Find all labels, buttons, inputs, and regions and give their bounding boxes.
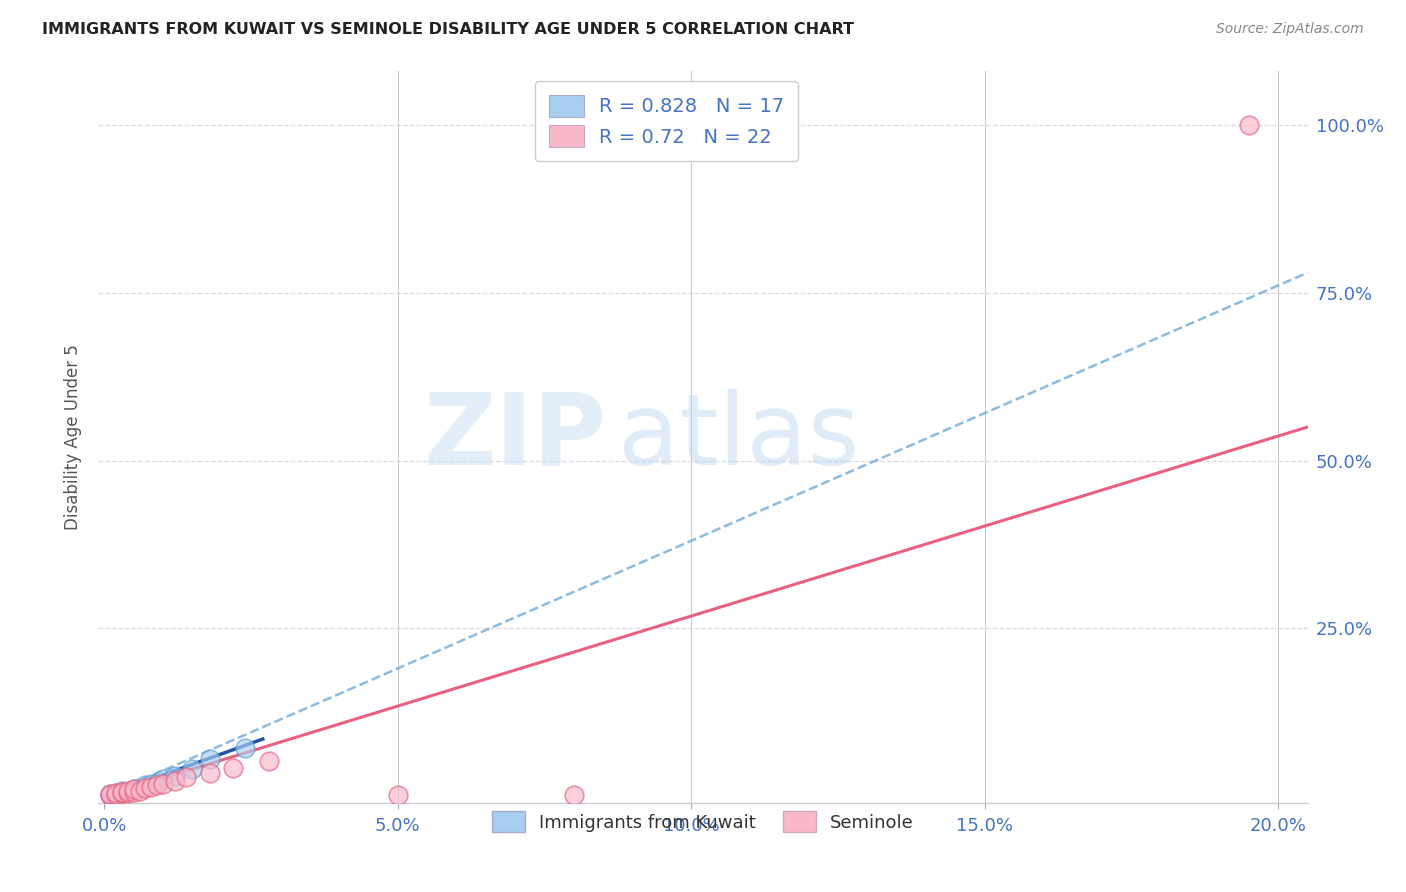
Point [98, 788, 121, 802]
Point [181, 762, 204, 776]
Point [233, 740, 256, 755]
Point [163, 769, 186, 783]
Text: ZIP: ZIP [423, 389, 606, 485]
Point [128, 783, 150, 797]
Point [122, 785, 145, 799]
Point [134, 778, 156, 792]
Point [387, 788, 409, 802]
Text: atlas: atlas [619, 389, 860, 485]
Point [146, 778, 169, 792]
Point [152, 772, 174, 787]
Point [198, 765, 221, 780]
Point [122, 782, 145, 797]
Point [152, 777, 174, 791]
Point [105, 788, 128, 802]
Point [98, 787, 121, 801]
Point [98, 788, 121, 802]
Text: IMMIGRANTS FROM KUWAIT VS SEMINOLE DISABILITY AGE UNDER 5 CORRELATION CHART: IMMIGRANTS FROM KUWAIT VS SEMINOLE DISAB… [42, 22, 855, 37]
Point [117, 783, 139, 797]
Point [257, 754, 280, 768]
Point [117, 785, 139, 799]
Point [105, 787, 128, 801]
Point [105, 786, 128, 800]
Point [141, 777, 163, 791]
Point [141, 780, 163, 794]
Point [146, 775, 169, 789]
Point [222, 761, 245, 775]
Point [562, 788, 585, 802]
Point [117, 786, 139, 800]
Point [134, 780, 156, 795]
Point [105, 786, 128, 800]
Y-axis label: Disability Age Under 5: Disability Age Under 5 [63, 344, 82, 530]
Text: Source: ZipAtlas.com: Source: ZipAtlas.com [1216, 22, 1364, 37]
Point [1237, 118, 1260, 132]
Point [98, 787, 121, 801]
Point [122, 782, 145, 797]
Point [111, 786, 134, 800]
Point [163, 774, 186, 789]
Point [111, 785, 134, 799]
Point [111, 783, 134, 797]
Point [198, 752, 221, 766]
Point [128, 780, 150, 795]
Point [111, 786, 134, 800]
Point [176, 770, 198, 784]
Legend: Immigrants from Kuwait, Seminole: Immigrants from Kuwait, Seminole [484, 803, 922, 841]
